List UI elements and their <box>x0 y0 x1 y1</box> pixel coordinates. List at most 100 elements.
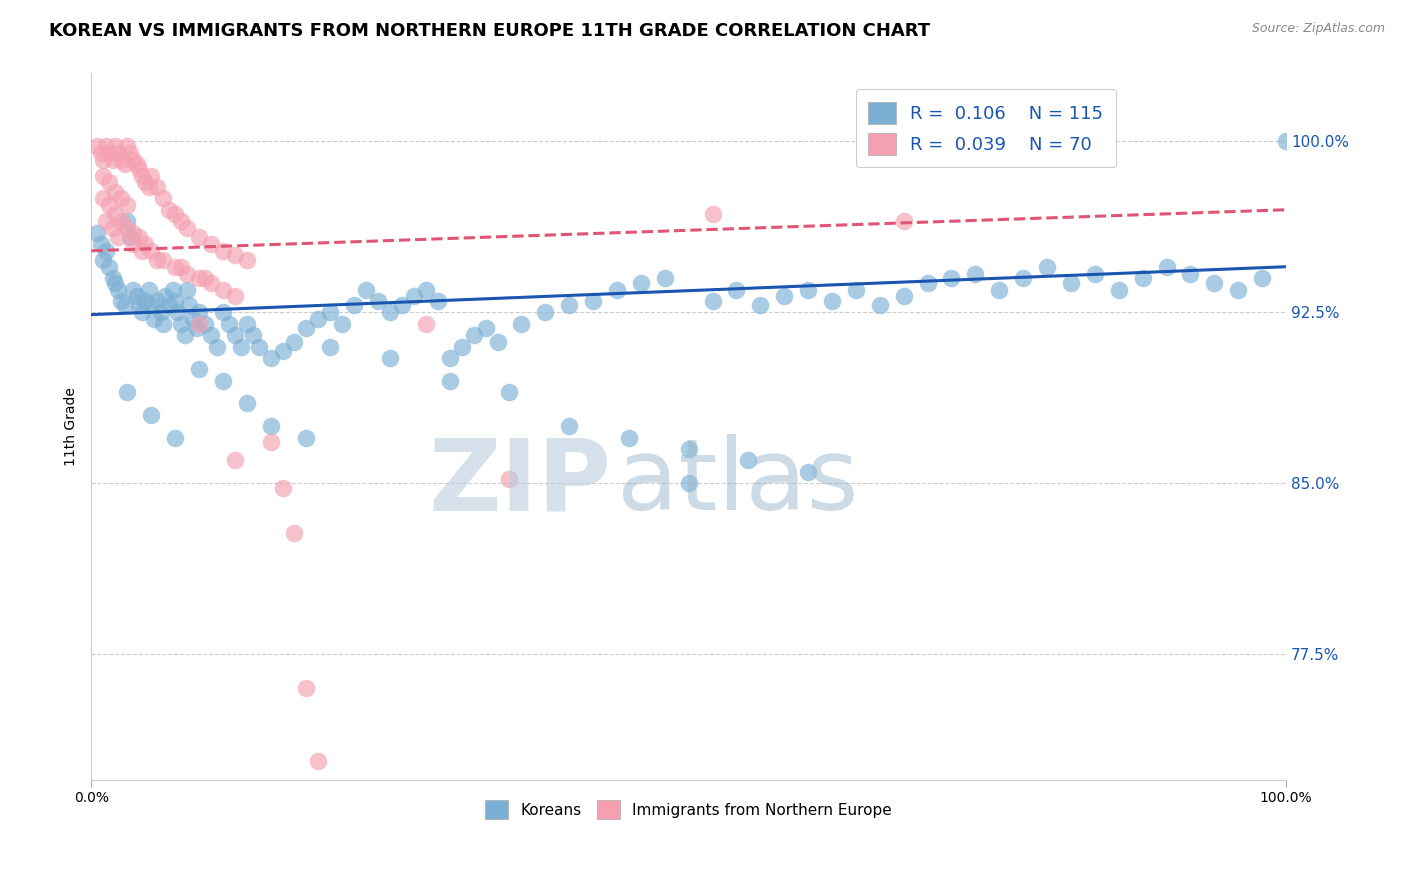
Point <box>224 289 246 303</box>
Point <box>247 339 270 353</box>
Point <box>319 305 342 319</box>
Point <box>125 289 148 303</box>
Point <box>104 185 127 199</box>
Point <box>1180 267 1202 281</box>
Point <box>138 283 160 297</box>
Point <box>157 202 180 217</box>
Point <box>211 374 233 388</box>
Point <box>271 481 294 495</box>
Y-axis label: 11th Grade: 11th Grade <box>65 387 79 466</box>
Point <box>211 305 233 319</box>
Point <box>194 271 217 285</box>
Point <box>235 396 257 410</box>
Point <box>295 321 318 335</box>
Point <box>474 321 496 335</box>
Point <box>200 236 222 251</box>
Point <box>163 260 186 274</box>
Point <box>259 435 281 450</box>
Point <box>152 252 174 267</box>
Point <box>702 207 724 221</box>
Point <box>205 339 228 353</box>
Point <box>415 317 437 331</box>
Point <box>821 293 844 308</box>
Point <box>749 298 772 312</box>
Point <box>617 431 640 445</box>
Point <box>114 298 136 312</box>
Point <box>101 271 124 285</box>
Point <box>218 317 240 331</box>
Point <box>166 305 188 319</box>
Point <box>319 339 342 353</box>
Point <box>179 298 201 312</box>
Point <box>107 283 129 297</box>
Point <box>149 305 172 319</box>
Point <box>259 351 281 365</box>
Point <box>139 298 162 312</box>
Point <box>845 283 868 297</box>
Point <box>139 244 162 258</box>
Point <box>157 298 180 312</box>
Point <box>271 344 294 359</box>
Point <box>295 681 318 696</box>
Point <box>283 334 305 349</box>
Point <box>101 221 124 235</box>
Point <box>893 289 915 303</box>
Point <box>131 305 153 319</box>
Point <box>110 153 132 167</box>
Point <box>115 214 138 228</box>
Point <box>678 476 700 491</box>
Point <box>941 271 963 285</box>
Point <box>104 139 127 153</box>
Point <box>146 293 169 308</box>
Point <box>606 283 628 297</box>
Point <box>582 293 605 308</box>
Point <box>307 755 329 769</box>
Point <box>122 236 145 251</box>
Point <box>242 328 264 343</box>
Point <box>378 351 401 365</box>
Point <box>176 283 198 297</box>
Point <box>94 139 117 153</box>
Text: ZIP: ZIP <box>429 434 612 532</box>
Point <box>115 198 138 212</box>
Point <box>146 252 169 267</box>
Point <box>988 283 1011 297</box>
Point <box>1036 260 1059 274</box>
Point <box>176 267 198 281</box>
Point <box>1084 267 1107 281</box>
Point <box>391 298 413 312</box>
Point <box>224 248 246 262</box>
Point <box>402 289 425 303</box>
Point <box>211 283 233 297</box>
Point <box>118 230 141 244</box>
Point <box>463 328 485 343</box>
Point <box>138 180 160 194</box>
Point <box>107 230 129 244</box>
Point <box>107 145 129 160</box>
Point <box>186 321 208 335</box>
Point <box>93 252 115 267</box>
Point <box>498 385 520 400</box>
Point <box>367 293 389 308</box>
Point <box>155 289 177 303</box>
Point <box>139 169 162 183</box>
Point <box>115 385 138 400</box>
Point <box>534 305 557 319</box>
Point <box>104 276 127 290</box>
Point <box>110 214 132 228</box>
Point <box>439 351 461 365</box>
Point <box>115 221 138 235</box>
Point <box>173 328 195 343</box>
Point <box>486 334 509 349</box>
Point <box>224 328 246 343</box>
Legend: Koreans, Immigrants from Northern Europe: Koreans, Immigrants from Northern Europe <box>479 794 898 825</box>
Point <box>142 312 165 326</box>
Point <box>235 252 257 267</box>
Point <box>1156 260 1178 274</box>
Point <box>122 153 145 167</box>
Point <box>187 317 209 331</box>
Point <box>128 230 150 244</box>
Point <box>965 267 987 281</box>
Point <box>224 453 246 467</box>
Point <box>917 276 939 290</box>
